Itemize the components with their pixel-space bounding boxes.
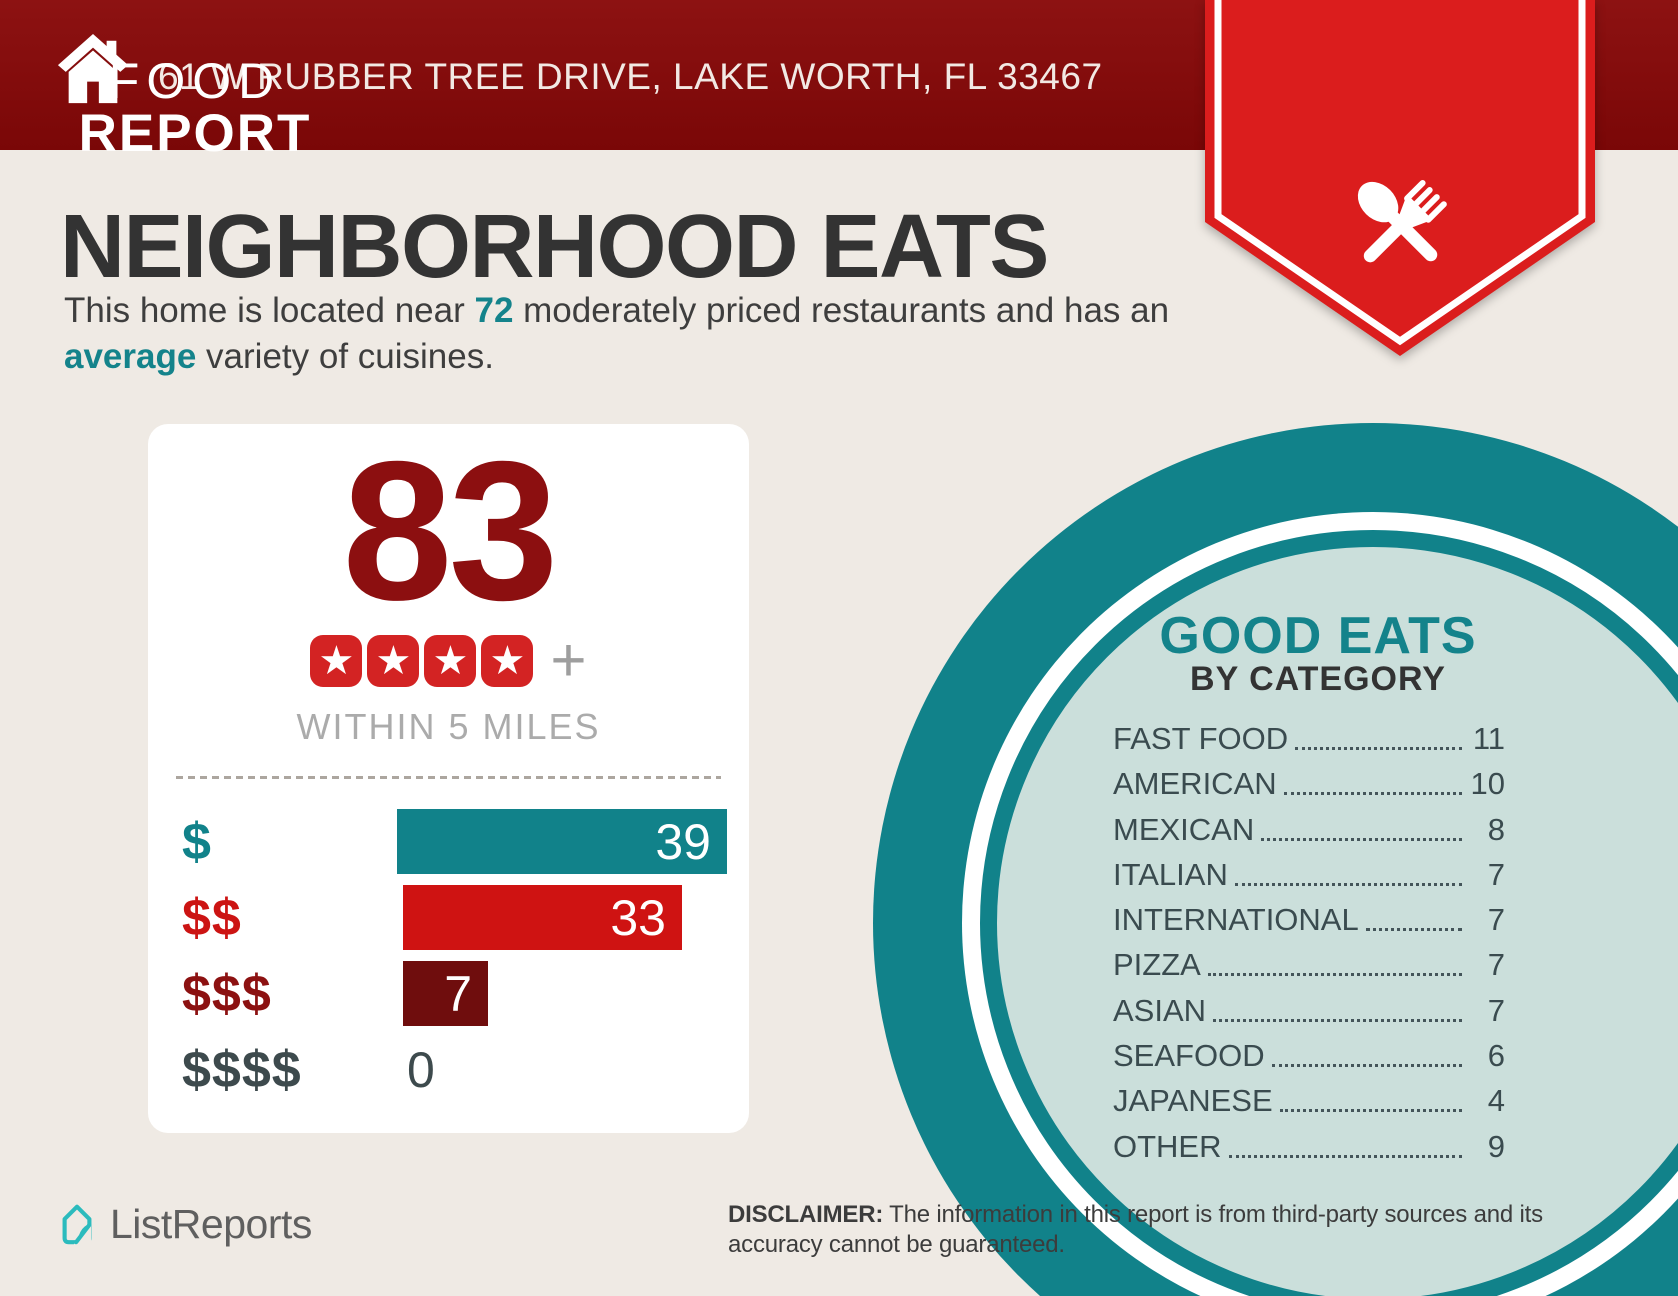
dot-leader <box>1213 1002 1462 1022</box>
category-row: AMERICAN 10 <box>1113 766 1505 802</box>
category-label: ASIAN <box>1113 992 1207 1028</box>
category-label: OTHER <box>1113 1128 1222 1164</box>
price-bar: 33 <box>403 885 682 950</box>
dot-leader <box>1271 1047 1462 1068</box>
category-count: 8 <box>1487 811 1505 847</box>
star-icon: ★ <box>424 635 477 687</box>
page-subtitle: This home is located near 72 moderately … <box>64 288 1184 379</box>
dot-leader <box>1283 775 1462 796</box>
price-tier-label: $ <box>182 812 212 871</box>
price-bar-value: 0 <box>407 1041 435 1098</box>
category-label: JAPANESE <box>1113 1083 1273 1119</box>
price-row: $$$ 7 <box>182 961 727 1026</box>
category-count: 7 <box>1487 947 1505 983</box>
category-count: 7 <box>1487 856 1505 892</box>
price-tier-label: $$ <box>182 888 242 947</box>
subtitle-text: This home is located near <box>64 291 475 330</box>
price-bar-track: 39 <box>397 809 727 874</box>
category-row: OTHER 9 <box>1113 1129 1505 1165</box>
listreports-house-icon <box>62 1204 92 1245</box>
ribbon-title-line2: REPORT <box>78 104 312 163</box>
good-eats-title: GOOD EATS <box>1159 607 1477 665</box>
property-address: 61 W RUBBER TREE DRIVE, LAKE WORTH, FL 3… <box>158 56 1103 97</box>
disclaimer: DISCLAIMER: The information in this repo… <box>728 1200 1628 1260</box>
score-card: 83 ★ ★ ★ ★ + WITHIN 5 MILES $ 39 $$ <box>148 424 749 1133</box>
subtitle-text: moderately priced restaurants and has an <box>513 291 1179 330</box>
price-bar: 39 <box>397 809 727 874</box>
category-count: 11 <box>1472 721 1505 756</box>
category-count: 10 <box>1470 766 1505 802</box>
dot-leader <box>1279 1092 1462 1113</box>
star-icon: ★ <box>481 635 534 687</box>
category-label: ITALIAN <box>1113 856 1228 892</box>
category-label: PIZZA <box>1113 947 1201 983</box>
dot-leader <box>1365 911 1462 932</box>
price-bar-value: 39 <box>655 813 711 870</box>
price-bar-track: 0 <box>403 1037 727 1102</box>
plus-sign: + <box>550 626 587 695</box>
good-eats-subtitle: BY CATEGORY <box>1190 660 1446 698</box>
category-count: 7 <box>1487 992 1505 1028</box>
brand-name: ListReports <box>110 1200 312 1247</box>
category-row: MEXICAN 8 <box>1113 812 1505 848</box>
price-row: $$ 33 <box>182 885 727 950</box>
price-bar-track: 33 <box>403 885 727 950</box>
category-row: FAST FOOD 11 <box>1113 721 1505 757</box>
dot-leader <box>1228 1138 1462 1158</box>
star-icon: ★ <box>367 635 420 687</box>
category-label: AMERICAN <box>1113 766 1277 802</box>
category-row: ASIAN 7 <box>1113 993 1505 1029</box>
price-row: $ 39 <box>182 809 727 874</box>
dashed-divider <box>176 776 721 779</box>
home-icon <box>57 33 129 104</box>
star-rating: ★ ★ ★ ★ + <box>310 626 587 695</box>
category-row: PIZZA 7 <box>1113 947 1505 983</box>
dot-leader <box>1295 730 1462 750</box>
category-label: FAST FOOD <box>1113 721 1289 756</box>
listreports-brand: ListReports <box>58 1200 312 1248</box>
price-bar-value: 33 <box>610 889 666 946</box>
star-strip: ★ ★ ★ ★ <box>310 635 538 687</box>
category-label: INTERNATIONAL <box>1113 902 1359 938</box>
food-report-ribbon <box>1205 0 1595 356</box>
category-count: 4 <box>1487 1083 1505 1119</box>
category-label: MEXICAN <box>1113 811 1255 847</box>
dot-leader <box>1207 956 1462 977</box>
radius-label: WITHIN 5 MILES <box>296 706 601 747</box>
disclaimer-label: DISCLAIMER: <box>728 1201 884 1228</box>
variety-highlight: average <box>64 336 197 376</box>
star-icon: ★ <box>310 635 363 687</box>
price-tier-label: $$$ <box>182 964 272 1023</box>
price-tier-label: $$$$ <box>182 1040 302 1099</box>
price-row: $$$$ 0 <box>182 1037 727 1102</box>
category-row: SEAFOOD 6 <box>1113 1038 1505 1074</box>
ribbon-title-line1: FOOD <box>108 53 282 109</box>
price-bar: 7 <box>403 961 488 1026</box>
category-count: 9 <box>1487 1128 1505 1164</box>
category-list: FAST FOOD 11 AMERICAN 10 MEXICAN 8 ITALI… <box>1113 721 1505 1179</box>
disclaimer-line1: The information in this report is from t… <box>883 1201 1543 1228</box>
price-bar-value: 7 <box>444 965 472 1022</box>
dot-leader <box>1234 866 1462 886</box>
category-label: SEAFOOD <box>1113 1038 1265 1074</box>
restaurant-score: 83 <box>342 420 558 641</box>
page-title: NEIGHBORHOOD EATS <box>60 197 1049 297</box>
category-row: ITALIAN 7 <box>1113 857 1505 893</box>
category-row: JAPANESE 4 <box>1113 1083 1505 1119</box>
category-count: 7 <box>1487 902 1505 938</box>
price-bar-chart: $ 39 $$ 33 <box>148 809 749 1113</box>
price-bar: 0 <box>403 1037 727 1102</box>
crossed-spoon-fork-icon <box>1357 179 1447 263</box>
category-row: INTERNATIONAL 7 <box>1113 902 1505 938</box>
restaurant-count: 72 <box>474 291 514 330</box>
disclaimer-line2: accuracy cannot be guaranteed. <box>728 1231 1065 1258</box>
price-bar-track: 7 <box>403 961 727 1026</box>
category-count: 6 <box>1487 1038 1505 1074</box>
dot-leader <box>1261 821 1462 841</box>
subtitle-text: variety of cuisines. <box>196 336 494 376</box>
